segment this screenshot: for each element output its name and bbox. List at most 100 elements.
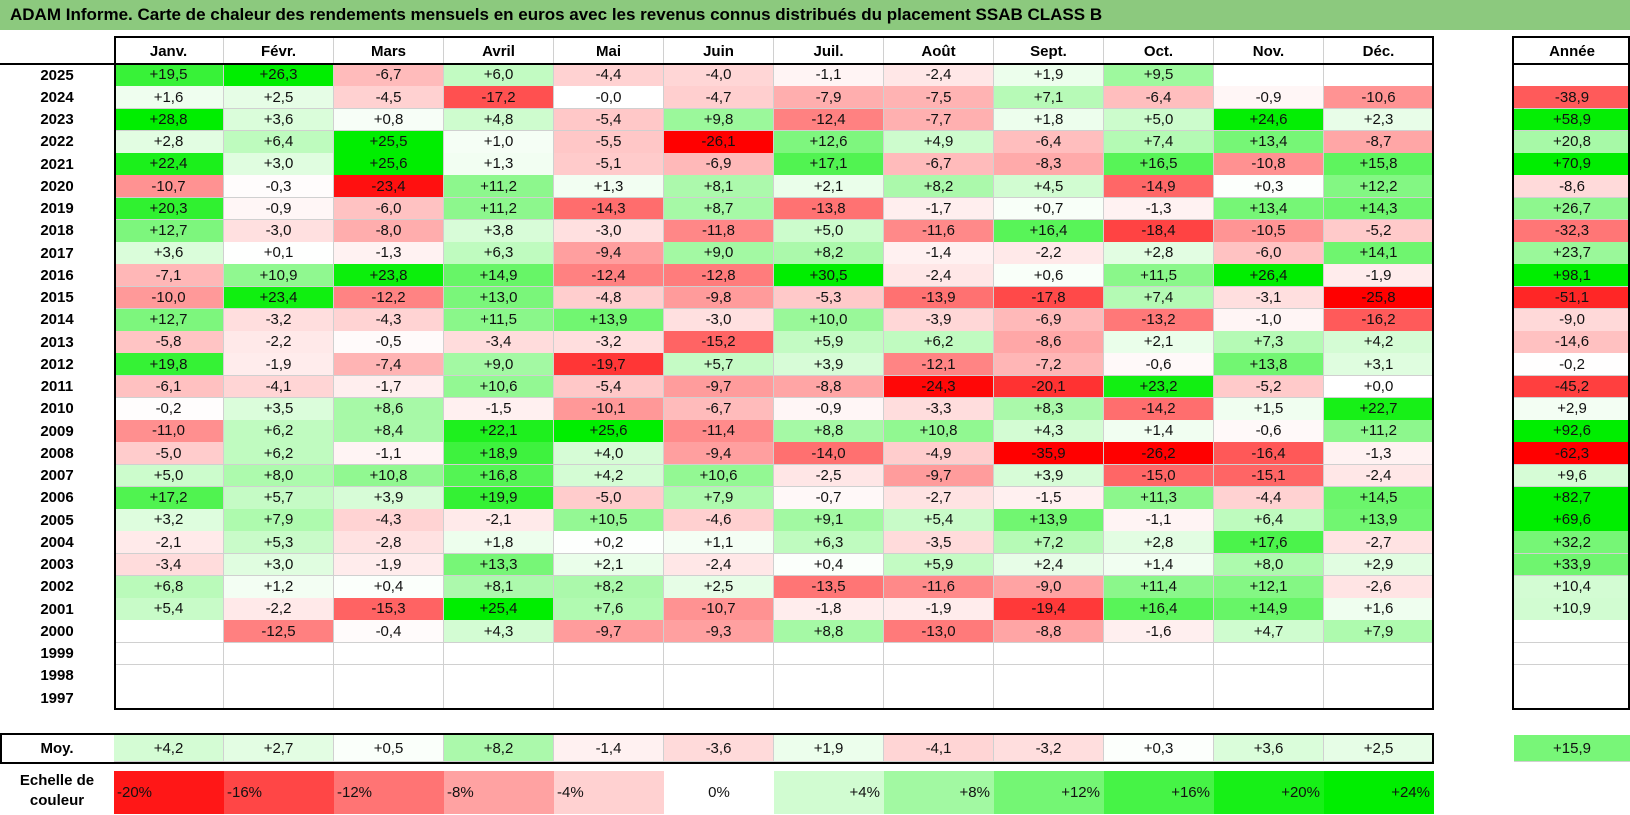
heatmap-cell: +2,1 (1104, 331, 1214, 354)
annual-cell: +98,1 (1514, 264, 1630, 287)
heatmap-cell: -9,4 (554, 242, 664, 265)
annual-cell (1514, 642, 1630, 666)
heatmap-cell: -14,3 (554, 197, 664, 221)
heatmap-cell (1104, 642, 1214, 666)
heatmap-cell (444, 687, 554, 710)
heatmap-cell: -7,2 (994, 353, 1104, 376)
heatmap-cell: -35,9 (994, 442, 1104, 465)
heatmap-cell: -24,3 (884, 375, 994, 399)
heatmap-cell: +22,7 (1324, 397, 1434, 421)
heatmap-cell: -15,1 (1214, 464, 1324, 488)
heatmap-cell: +1,1 (664, 531, 774, 554)
heatmap-cell: -17,2 (444, 86, 554, 109)
heatmap-cell: +7,3 (1214, 331, 1324, 354)
heatmap-cell: +6,3 (444, 242, 554, 265)
heatmap-cell: -1,3 (1324, 442, 1434, 465)
heatmap-cell: +0,0 (1324, 375, 1434, 399)
row-year-label: 2023 (40, 111, 74, 129)
heatmap-cell (884, 687, 994, 710)
heatmap-cell (664, 642, 774, 666)
heatmap-cell: -5,2 (1324, 219, 1434, 243)
heatmap-cell: -6,1 (114, 375, 224, 399)
heatmap-cell: -0,3 (224, 175, 334, 198)
heatmap-cell: -16,2 (1324, 308, 1434, 332)
heatmap-cell: +12,6 (774, 130, 884, 154)
heatmap-cell: -3,1 (1214, 286, 1324, 310)
heatmap-cell: -25,8 (1324, 286, 1434, 310)
heatmap-cell: -2,2 (224, 331, 334, 354)
heatmap-cell: -5,4 (554, 375, 664, 399)
heatmap-cell: +13,9 (994, 509, 1104, 532)
heatmap-cell: -12,4 (774, 108, 884, 132)
heatmap-cell: +15,8 (1324, 153, 1434, 176)
heatmap-cell (334, 642, 444, 666)
heatmap-cell: +26,3 (224, 64, 334, 87)
heatmap-cell: -2,4 (664, 553, 774, 577)
color-scale-step: +20% (1214, 771, 1324, 814)
annual-cell: +82,7 (1514, 486, 1630, 510)
row-year-label: 2020 (40, 177, 74, 195)
heatmap-cell: +12,7 (114, 219, 224, 243)
heatmap-cell: -26,1 (664, 130, 774, 154)
heatmap-cell: +3,6 (114, 242, 224, 265)
heatmap-cell: -12,8 (664, 264, 774, 287)
annual-cell: -9,0 (1514, 308, 1630, 332)
heatmap-cell (1324, 664, 1434, 688)
average-cell: -4,1 (884, 735, 994, 762)
heatmap-cell: +6,2 (224, 420, 334, 443)
heatmap-cell: +13,0 (444, 286, 554, 310)
heatmap-cell: +3,1 (1324, 353, 1434, 376)
heatmap-cell: -2,5 (774, 464, 884, 488)
heatmap-cell: +7,4 (1104, 130, 1214, 154)
color-scale-step: -12% (334, 771, 444, 814)
heatmap-cell: +6,4 (224, 130, 334, 154)
heatmap-cell: +6,2 (224, 442, 334, 465)
heatmap-cell: +6,8 (114, 575, 224, 599)
row-year-label: 2025 (40, 66, 74, 84)
heatmap-cell (444, 664, 554, 688)
heatmap-cell: -4,4 (554, 64, 664, 87)
heatmap-cell: +4,0 (554, 442, 664, 465)
heatmap-cell: -1,5 (444, 397, 554, 421)
heatmap-cell: -7,5 (884, 86, 994, 109)
heatmap-cell: -1,9 (334, 553, 444, 577)
heatmap-cell: -10,8 (1214, 153, 1324, 176)
heatmap-cell (114, 687, 224, 710)
heatmap-cell: -2,4 (884, 264, 994, 287)
row-year-label: 2016 (40, 266, 74, 284)
average-cell: +4,2 (114, 735, 224, 762)
annual-cell (1514, 687, 1630, 710)
heatmap-cell: -1,1 (774, 64, 884, 87)
heatmap-cell: +19,9 (444, 486, 554, 510)
heatmap-cell: +1,8 (994, 108, 1104, 132)
annual-cell: +2,9 (1514, 397, 1630, 421)
heatmap-cell: +10,9 (224, 264, 334, 287)
page-title: ADAM Informe. Carte de chaleur des rende… (0, 0, 1630, 30)
heatmap-cell: +8,3 (994, 397, 1104, 421)
heatmap-cell: +30,5 (774, 264, 884, 287)
heatmap-cell: +25,4 (444, 598, 554, 621)
heatmap-cell: +3,0 (224, 553, 334, 577)
heatmap-cell: -9,0 (994, 575, 1104, 599)
heatmap-cell: -13,9 (884, 286, 994, 310)
heatmap-cell: -2,4 (884, 64, 994, 87)
heatmap-cell: -15,0 (1104, 464, 1214, 488)
heatmap-cell: -8,6 (994, 331, 1104, 354)
heatmap-cell: -2,7 (884, 486, 994, 510)
heatmap-cell: -6,0 (1214, 242, 1324, 265)
heatmap-cell: +9,0 (664, 242, 774, 265)
heatmap-cell: +11,5 (1104, 264, 1214, 287)
heatmap-cell: +5,9 (884, 553, 994, 577)
heatmap-cell: +11,4 (1104, 575, 1214, 599)
heatmap-cell: +22,4 (114, 153, 224, 176)
heatmap-cell: +0,4 (334, 575, 444, 599)
heatmap-cell: +1,4 (1104, 553, 1214, 577)
heatmap-cell: +6,2 (884, 331, 994, 354)
heatmap-cell: -8,8 (994, 620, 1104, 643)
row-year-label: 2009 (40, 422, 74, 440)
heatmap-cell: -13,2 (1104, 308, 1214, 332)
heatmap-cell: +12,7 (114, 308, 224, 332)
average-cell: -3,2 (994, 735, 1104, 762)
annual-cell (1514, 664, 1630, 688)
row-year-label: 1997 (40, 689, 74, 707)
